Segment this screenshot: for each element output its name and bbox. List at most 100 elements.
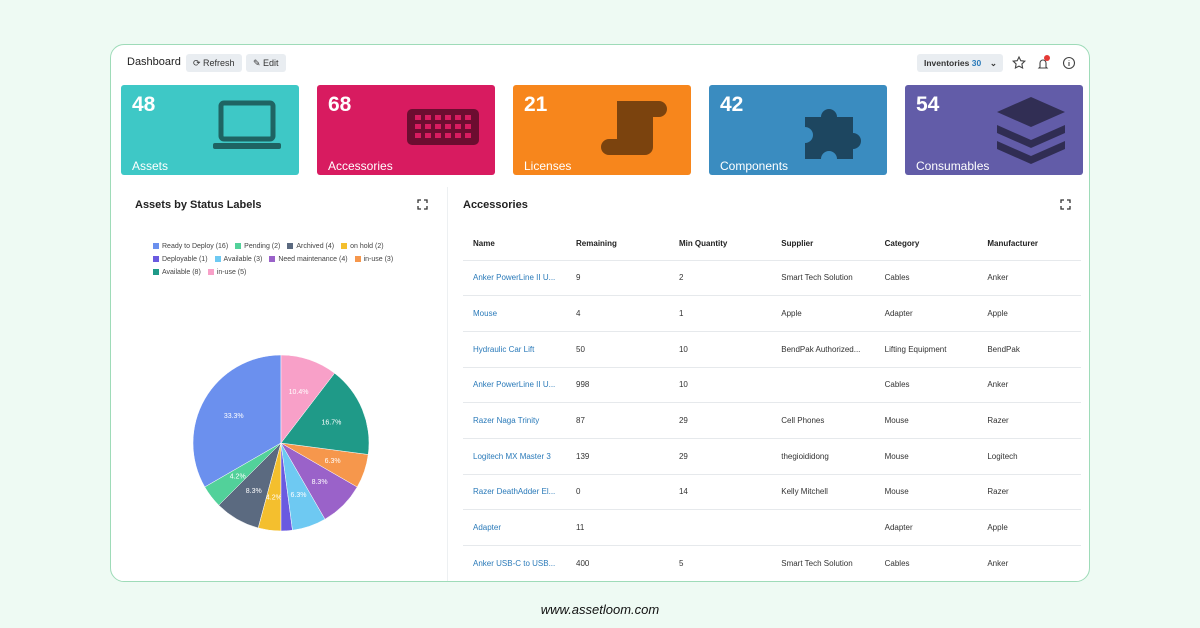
legend: Ready to Deploy (16) Pending (2) Archived … [153, 243, 423, 276]
slice-label: 4.2% [266, 495, 282, 502]
table-cell: 14 [668, 473, 772, 510]
refresh-button[interactable]: ⟳ Refresh [186, 54, 242, 72]
legend-label: Need maintenance (4) [278, 256, 348, 263]
table-cell: 87 [566, 402, 669, 439]
legend-item: Need maintenance (4) [269, 256, 348, 263]
legend-swatch [153, 243, 159, 249]
info-icon[interactable] [1062, 56, 1076, 70]
legend-label: Archived (4) [296, 243, 335, 250]
refresh-label: Refresh [203, 58, 235, 68]
table-cell: Mouse [874, 402, 978, 439]
table-row: Adapter 11 Adapter Apple [463, 509, 1081, 546]
column-header: Manufacturer [987, 239, 1039, 249]
legend-item: Available (8) [153, 269, 201, 276]
legend-swatch [341, 243, 348, 249]
table-cell: Anker [977, 366, 1081, 403]
bell-icon[interactable] [1037, 59, 1049, 69]
table-cell[interactable]: Mouse [463, 295, 567, 332]
table-cell: 11 [566, 509, 669, 546]
table-cell: Adapter [874, 509, 978, 546]
tile-icon [601, 101, 667, 155]
legend-swatch [354, 256, 361, 262]
table-cell[interactable]: Logitech MX Master 3 [463, 437, 567, 475]
table-row: Anker PowerLine II U... 998 10 Cables Anker [463, 366, 1081, 403]
legend-label: in-use (5) [216, 269, 247, 276]
legend-swatch [235, 243, 242, 249]
table-cell: 9 [566, 259, 669, 296]
tile-count: 54 [916, 93, 940, 116]
table-cell: Smart Tech Solution [771, 545, 875, 581]
page-title: Dashboard [127, 56, 181, 68]
table-cell[interactable]: Anker PowerLine II U... [463, 259, 567, 296]
tile-icon [997, 97, 1065, 164]
table-cell: BendPak [977, 330, 1081, 368]
pie-slice [280, 354, 335, 444]
inventories-select[interactable]: Inventories 30 ⌄ [917, 54, 1003, 72]
stat-tile[interactable]: 48 Assets [121, 85, 299, 175]
header-icons [1011, 55, 1076, 70]
pie-slice [280, 372, 370, 455]
tile-label: Licenses [524, 159, 572, 173]
legend-label: on hold (2) [350, 243, 384, 250]
notification-badge [1044, 55, 1050, 61]
stat-tile[interactable]: 54 Consumables [905, 85, 1083, 175]
stat-tile[interactable]: 21 Licenses [513, 85, 691, 175]
table-row: Logitech MX Master 3 139 29 thegioididong Mo… [463, 437, 1081, 475]
table-cell[interactable]: Hydraulic Car Lift [463, 330, 567, 368]
table-cell: 50 [566, 330, 669, 368]
legend-item: in-use (5) [207, 269, 247, 276]
legend-item: on hold (2) [341, 243, 384, 250]
tile-label: Accessories [328, 159, 393, 173]
table-cell[interactable]: Anker PowerLine II U... [463, 366, 567, 403]
slice-label: 8.3% [246, 488, 262, 495]
table-cell[interactable]: Adapter [463, 509, 567, 546]
legend-label: Deployable (1) [162, 256, 208, 263]
star-icon[interactable] [1011, 55, 1027, 70]
panel-title: Assets by Status Labels [135, 199, 262, 211]
table-cell: 5 [668, 545, 772, 581]
column-header: Supplier [781, 239, 814, 249]
accessories-table: Name Remaining Min Quantity Supplier Categor… [463, 228, 1081, 581]
tile-icon [407, 109, 479, 145]
table-cell: 400 [566, 545, 669, 581]
legend-item: Archived (4) [287, 243, 334, 250]
table-cell: 2 [668, 259, 772, 296]
table-cell: 4 [566, 295, 669, 332]
edit-button[interactable]: ✎ Edit [246, 54, 286, 72]
table-cell: 0 [566, 473, 669, 510]
table-cell: Logitech [977, 437, 1081, 475]
inventories-count: 30 [971, 58, 982, 68]
stat-tile[interactable]: 68 Accessories [317, 85, 495, 175]
panel-title: Accessories [463, 199, 528, 211]
tile-label: Assets [132, 159, 169, 173]
legend-swatch [287, 243, 294, 249]
table-cell[interactable]: Razer Naga Trinity [463, 402, 567, 439]
table-cell[interactable]: Razer DeathAdder El... [463, 473, 567, 510]
table-cell: 998 [566, 366, 669, 403]
expand-icon[interactable] [417, 199, 428, 210]
tile-label: Components [720, 159, 789, 173]
table-cell: Anker [977, 545, 1081, 581]
column-header: Remaining [576, 239, 617, 249]
table-cell: 29 [668, 402, 772, 439]
slice-label: 4.2% [230, 474, 246, 481]
table-cell: Cables [874, 545, 978, 581]
table-cell: Smart Tech Solution [771, 259, 875, 296]
legend-item: Deployable (1) [153, 256, 208, 263]
legend-label: Pending (2) [244, 243, 281, 250]
expand-icon[interactable] [1060, 199, 1071, 210]
tile-icon [805, 109, 861, 159]
legend-item: in-use (3) [354, 256, 393, 263]
table-cell: Mouse [874, 473, 978, 510]
slice-label: 16.7% [321, 420, 341, 427]
stat-tile[interactable]: 42 Components [709, 85, 887, 175]
inventories-label: Inventories [924, 58, 970, 68]
table-cell: 10 [668, 330, 772, 368]
table-cell[interactable]: Anker USB-C to USB... [463, 545, 567, 581]
slice-label: 10.4% [289, 389, 309, 396]
table-cell: 1 [668, 295, 772, 332]
table-cell [771, 509, 875, 546]
slice-label: 6.3% [325, 458, 341, 465]
pie-chart: 33.3%4.2%8.3%4.2% 6.3%8.3%6.3%16.7%10.4% [192, 354, 370, 532]
table-cell: Mouse [874, 437, 978, 475]
